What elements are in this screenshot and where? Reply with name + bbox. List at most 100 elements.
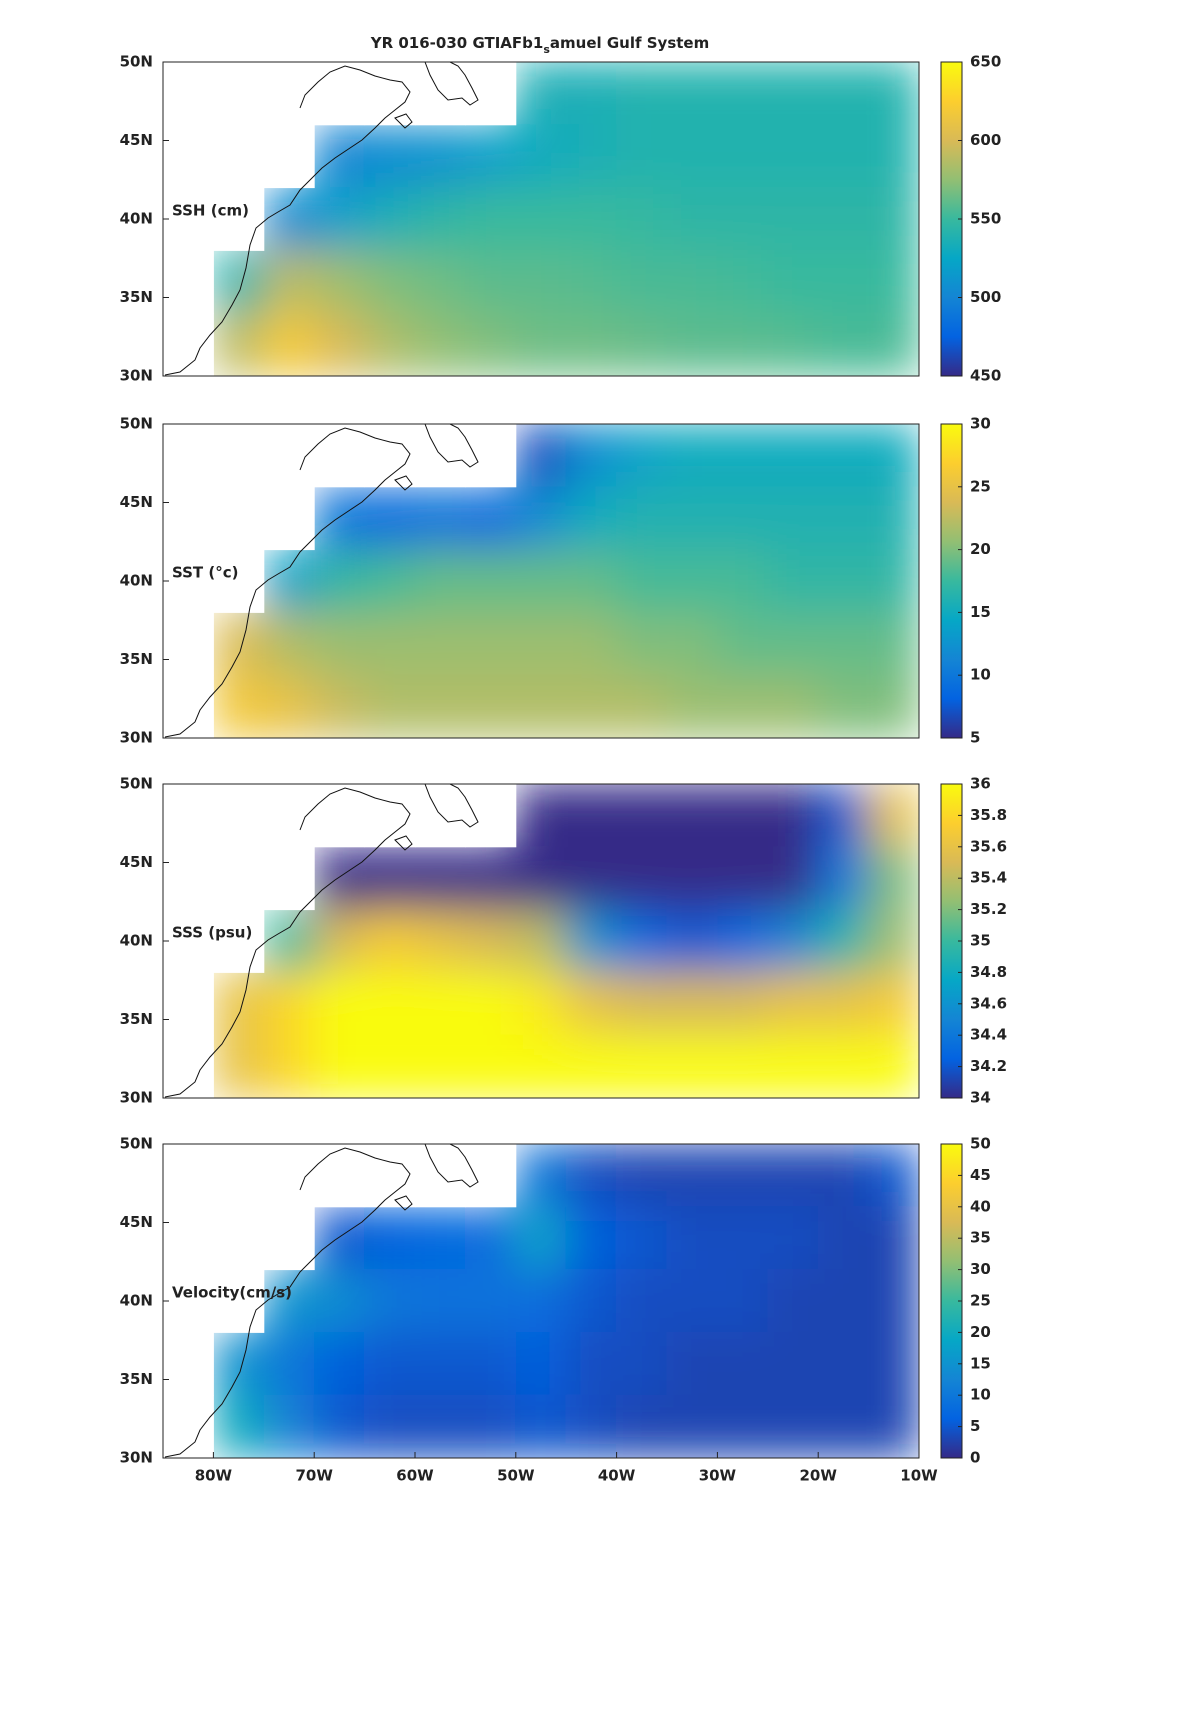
cell (565, 62, 618, 126)
colorbar-tick-label: 550 (970, 210, 1001, 228)
cell (414, 846, 466, 911)
cell (515, 312, 567, 376)
cell (616, 1206, 668, 1271)
land (163, 313, 214, 376)
y-tick-label: 40N (120, 210, 153, 228)
cell (212, 674, 265, 738)
cell (263, 187, 315, 251)
cell (767, 1034, 819, 1098)
cell (313, 846, 366, 911)
cell (414, 1034, 466, 1098)
cell (817, 1269, 870, 1333)
colorbar-tick-label: 20 (970, 1323, 991, 1341)
cell (716, 187, 769, 251)
cell (767, 549, 819, 613)
colorbar-tick-label: 35.4 (970, 869, 1007, 887)
land (465, 784, 517, 848)
cell (364, 674, 416, 738)
cell (666, 674, 718, 738)
cell (565, 486, 618, 551)
cell (313, 486, 366, 551)
land (163, 846, 214, 911)
cell (414, 249, 466, 314)
cell (212, 1394, 265, 1458)
cell (313, 611, 366, 676)
y-tick-label: 35N (120, 288, 153, 306)
land (415, 784, 466, 848)
map-panel (163, 424, 919, 738)
cell (515, 549, 567, 613)
cell (868, 124, 919, 189)
cell (313, 909, 366, 973)
cell (666, 249, 718, 314)
cell (616, 249, 668, 314)
land (163, 549, 214, 613)
cell (817, 971, 870, 1036)
cell (364, 187, 416, 251)
cell (666, 424, 718, 488)
cell (515, 909, 567, 973)
cell (565, 187, 618, 251)
cell (616, 187, 668, 251)
panel-label: SSS (psu) (172, 924, 252, 942)
cell (414, 124, 466, 189)
cell (767, 1206, 819, 1271)
y-tick-label: 50N (120, 775, 153, 793)
land (163, 1269, 214, 1333)
cell (464, 611, 517, 676)
cell (414, 486, 466, 551)
cell (817, 611, 870, 676)
cell (817, 846, 870, 911)
cell (716, 611, 769, 676)
cell (666, 312, 718, 376)
cell (767, 124, 819, 189)
cell (767, 784, 819, 848)
cell (868, 187, 919, 251)
cell (716, 1269, 769, 1333)
cell (464, 187, 517, 251)
land (163, 62, 214, 126)
colorbar-tick-label: 50 (970, 1135, 991, 1153)
cell (364, 1269, 416, 1333)
cell (868, 1206, 919, 1271)
colorbar-tick-label: 5 (970, 1417, 980, 1435)
cell (515, 124, 567, 189)
field (212, 62, 919, 376)
colorbar-tick-label: 35.8 (970, 806, 1007, 824)
cell (666, 611, 718, 676)
x-tick-label: 70W (295, 1467, 333, 1485)
cell (666, 1206, 718, 1271)
cell (616, 611, 668, 676)
cell (464, 1269, 517, 1333)
cell (364, 1034, 416, 1098)
cell (565, 1034, 618, 1098)
cell (817, 549, 870, 613)
cell (767, 674, 819, 738)
y-tick-label: 50N (120, 1135, 153, 1153)
cell (666, 1394, 718, 1458)
cell (817, 674, 870, 738)
cell (464, 549, 517, 613)
land (263, 486, 315, 551)
x-tick-label: 80W (195, 1467, 233, 1485)
cell (414, 1331, 466, 1396)
cell (565, 611, 618, 676)
cell (868, 1034, 919, 1098)
cell (716, 909, 769, 973)
cell (364, 909, 416, 973)
x-tick-label: 50W (497, 1467, 535, 1485)
cell (212, 249, 265, 314)
cell (868, 909, 919, 973)
cell (817, 249, 870, 314)
cell (616, 971, 668, 1036)
cell (464, 1331, 517, 1396)
cell (515, 424, 567, 488)
colorbar-tick-label: 650 (970, 53, 1001, 71)
cell (565, 909, 618, 973)
cell (767, 1144, 819, 1208)
cell (364, 611, 416, 676)
cell (464, 486, 517, 551)
land (163, 612, 214, 676)
colorbar-tick-label: 0 (970, 1449, 980, 1467)
cell (364, 1331, 416, 1396)
